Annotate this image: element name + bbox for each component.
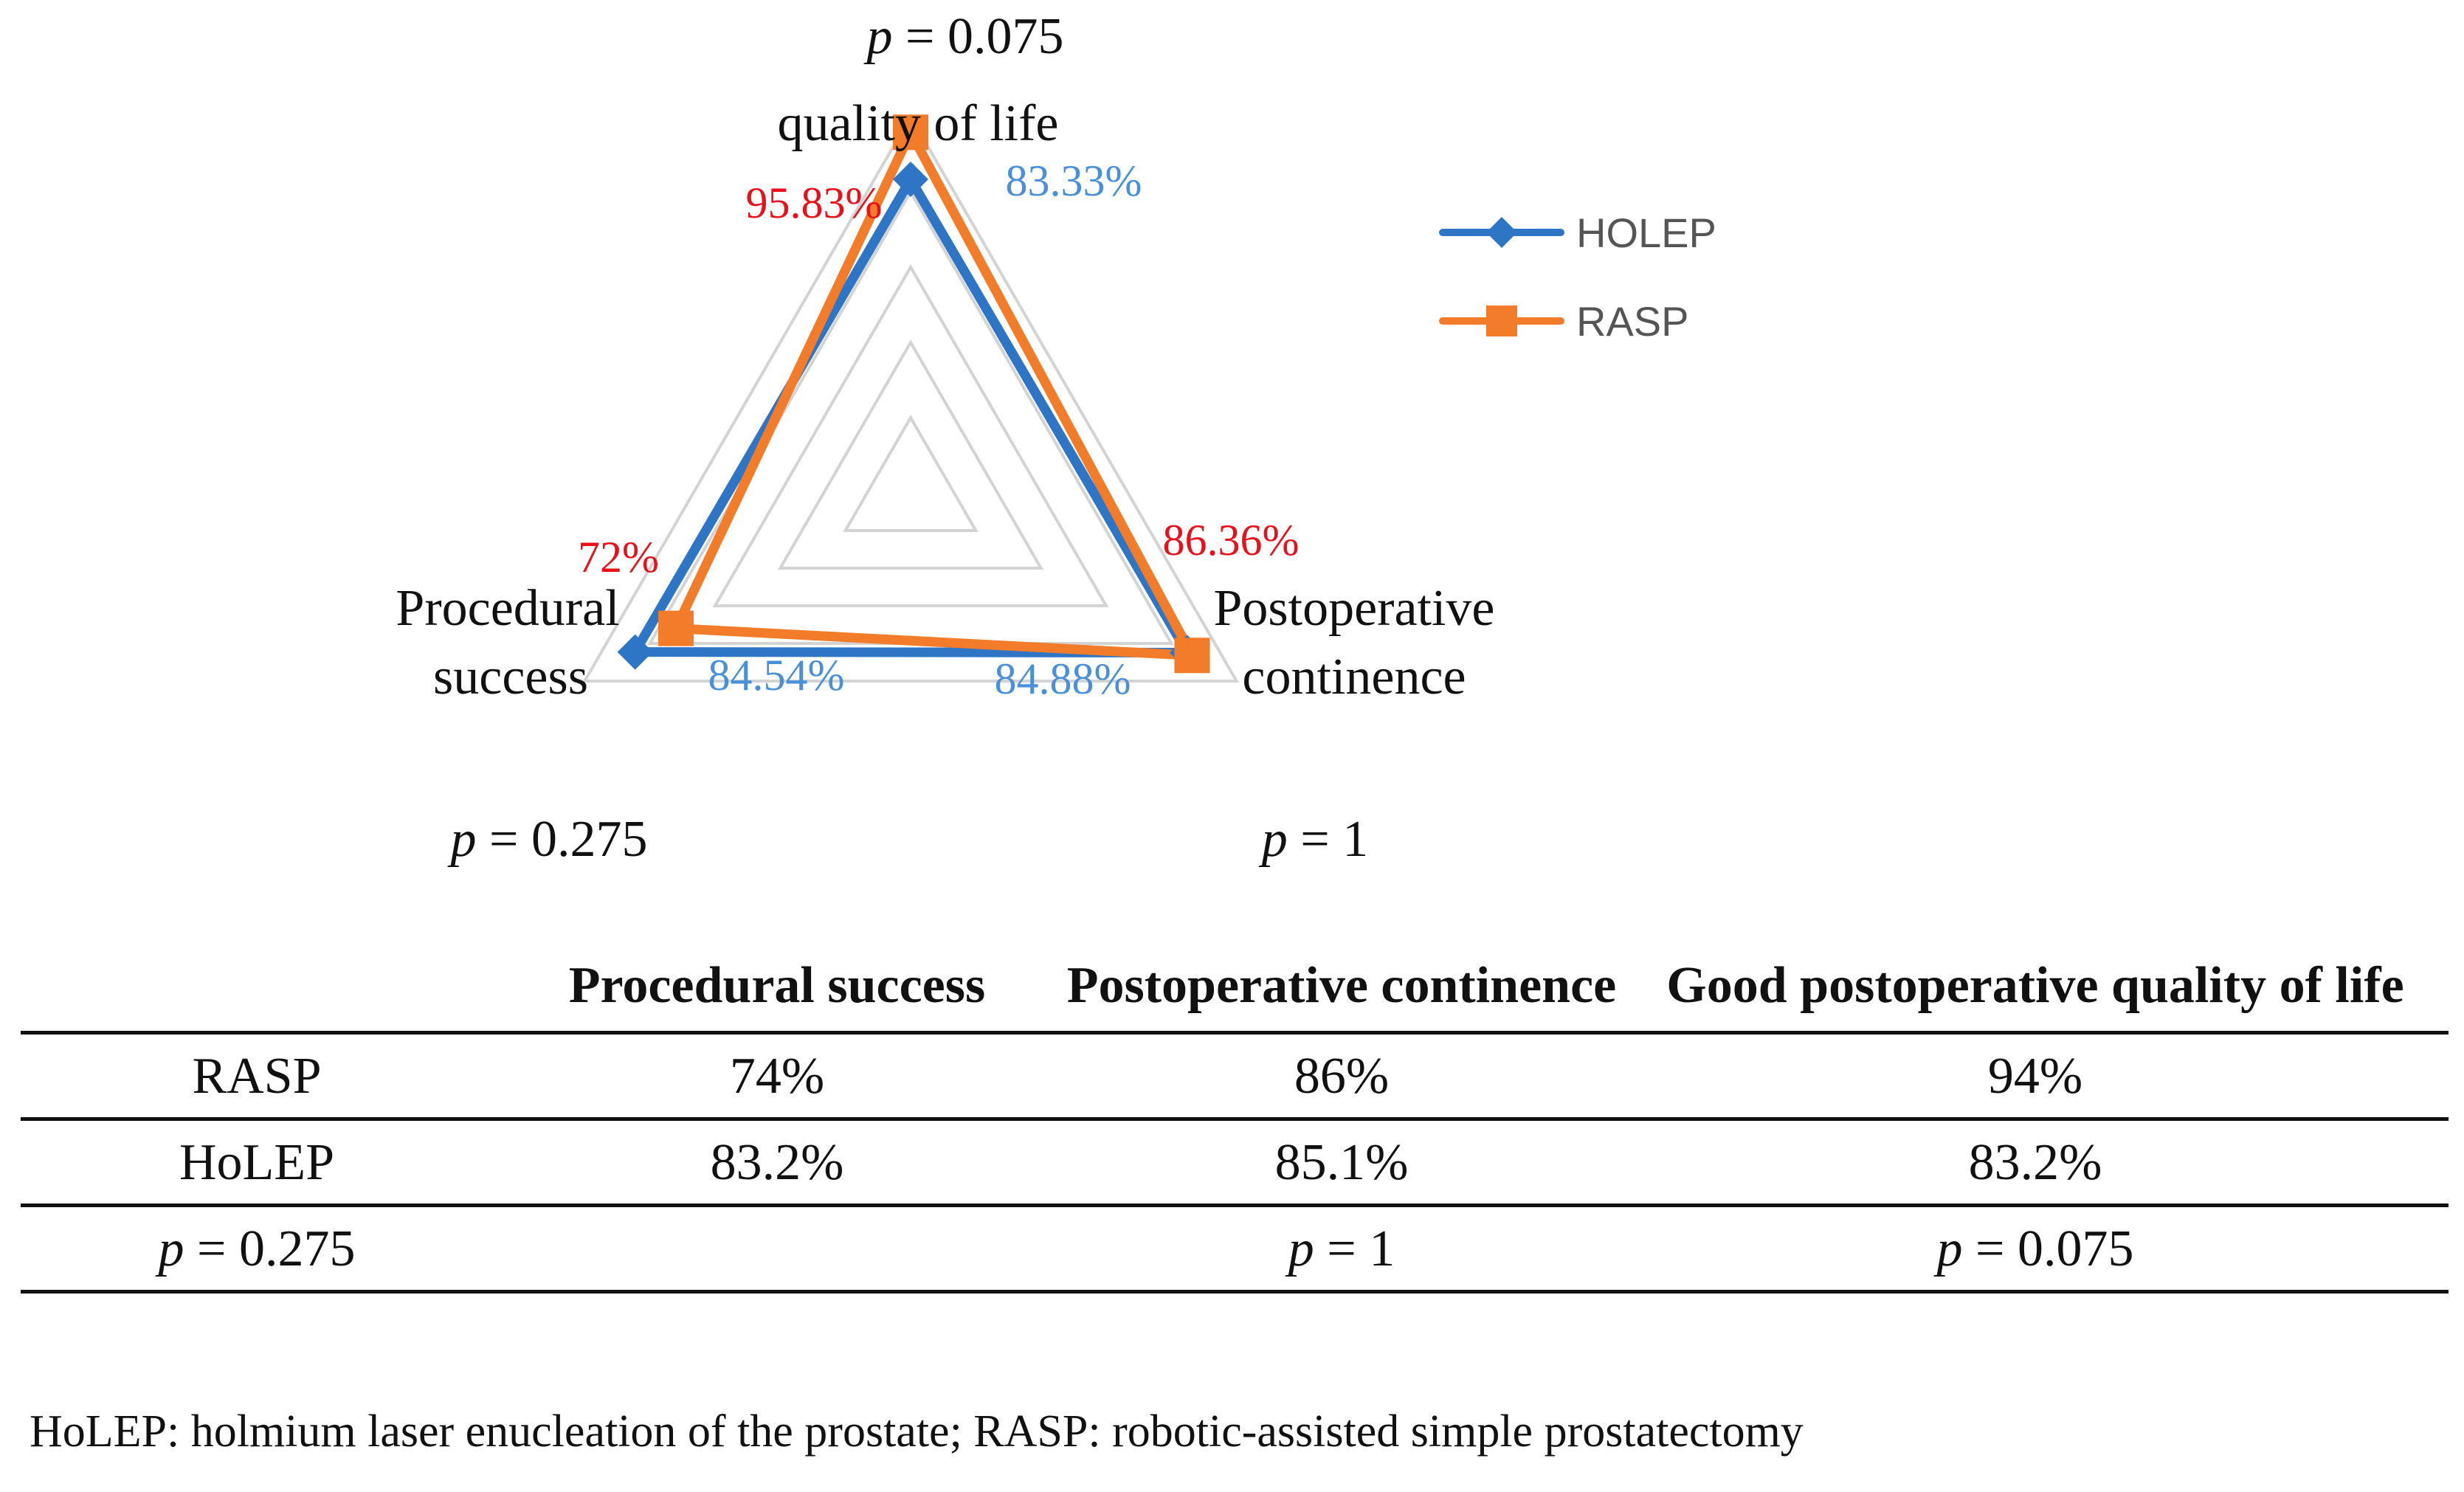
summary-table: Procedural success Postoperative contine…: [21, 952, 2449, 1294]
pvalue-cell: p = 0.275: [21, 1206, 493, 1292]
pvalue-text: = 0.275: [197, 1220, 356, 1277]
axis-label-postoperative-continence: continence: [1242, 649, 1466, 705]
legend-item-rasp: RASP: [1439, 277, 1716, 365]
p-symbol: p: [1936, 1220, 1963, 1277]
data-label-rasp: 95.83%: [746, 179, 883, 227]
pvalue-cell-empty: [493, 1206, 1061, 1292]
data-point-holep: [893, 162, 928, 198]
data-point-rasp: [1174, 638, 1210, 674]
pvalue-text: = 0.075: [1975, 1220, 2134, 1277]
pvalue-cell: p = 0.075: [1622, 1206, 2449, 1292]
holep-swatch: [1439, 214, 1564, 251]
table-header-postoperative-continence: Postoperative continence: [1066, 957, 1617, 1014]
axis-label-quality-of-life: quality of life: [777, 95, 1058, 152]
data-label-rasp: 72%: [578, 533, 659, 581]
table-header-procedural-success: Procedural success: [568, 957, 986, 1014]
radar-gridline: [843, 415, 979, 532]
table-header-quality-of-life: Good postoperative quality of life: [1666, 957, 2404, 1014]
table-cell: 83.2%: [710, 1133, 844, 1191]
row-label-rasp: RASP: [192, 1047, 322, 1105]
footnote: HoLEP: holmium laser enucleation of the …: [30, 1406, 1804, 1457]
row-label-holep: HoLEP: [179, 1133, 334, 1191]
table-row: RASP 74% 86% 94%: [21, 1033, 2449, 1119]
legend-item-holep: HOLEP: [1439, 188, 1716, 277]
radar-gridline: [777, 339, 1044, 570]
data-label-holep: 83.33%: [1006, 156, 1142, 205]
data-label-holep: 84.88%: [995, 655, 1131, 703]
p-symbol: p: [158, 1220, 184, 1277]
radar-chart: p = 0.075 quality of life Procedural succes…: [396, 8, 1494, 868]
legend: HOLEP RASP: [1439, 188, 1716, 365]
p-symbol: p: [1288, 1220, 1314, 1277]
axis-label-postoperative-continence: Postoperative: [1213, 580, 1494, 637]
table-cell: 85.1%: [1274, 1133, 1409, 1191]
pvalue-procedural-success: p = 0.275: [447, 811, 648, 868]
table-cell: 74%: [729, 1047, 825, 1105]
table-row-pvalues: p = 0.275 p = 1 p = 0.075: [21, 1206, 2449, 1292]
radar-series: [617, 114, 1210, 674]
axis-label-procedural-success: Procedural: [396, 580, 619, 637]
summary-table-wrap: Procedural success Postoperative contine…: [21, 952, 2449, 1294]
pvalue-quality-of-life: p = 0.075: [863, 8, 1064, 65]
legend-label-holep: HOLEP: [1576, 209, 1716, 256]
table-header-empty: [21, 952, 493, 1033]
data-point-holep: [617, 634, 653, 670]
series-line-rasp: [668, 121, 1201, 661]
axis-label-procedural-success: success: [433, 649, 588, 705]
table-row: HoLEP 83.2% 85.1% 83.2%: [21, 1119, 2449, 1206]
radar-gridline: [712, 264, 1109, 607]
table-header-row: Procedural success Postoperative contine…: [21, 952, 2449, 1033]
radar-gridline: [582, 114, 1240, 683]
pvalue-text: = 1: [1327, 1220, 1395, 1277]
pvalue-postoperative-continence: p = 1: [1258, 811, 1368, 868]
table-cell: 83.2%: [1968, 1133, 2102, 1191]
data-label-rasp: 86.36%: [1163, 516, 1300, 564]
radar-labels: p = 0.075 quality of life Procedural succes…: [396, 8, 1494, 868]
data-point-rasp: [658, 610, 694, 646]
table-cell: 94%: [1987, 1047, 2083, 1105]
legend-label-rasp: RASP: [1576, 297, 1689, 345]
rasp-swatch: [1439, 303, 1564, 339]
pvalue-cell: p = 1: [1061, 1206, 1622, 1292]
data-point-rasp: [893, 114, 928, 151]
data-label-holep: 84.54%: [708, 651, 845, 700]
table-cell: 86%: [1294, 1047, 1390, 1105]
